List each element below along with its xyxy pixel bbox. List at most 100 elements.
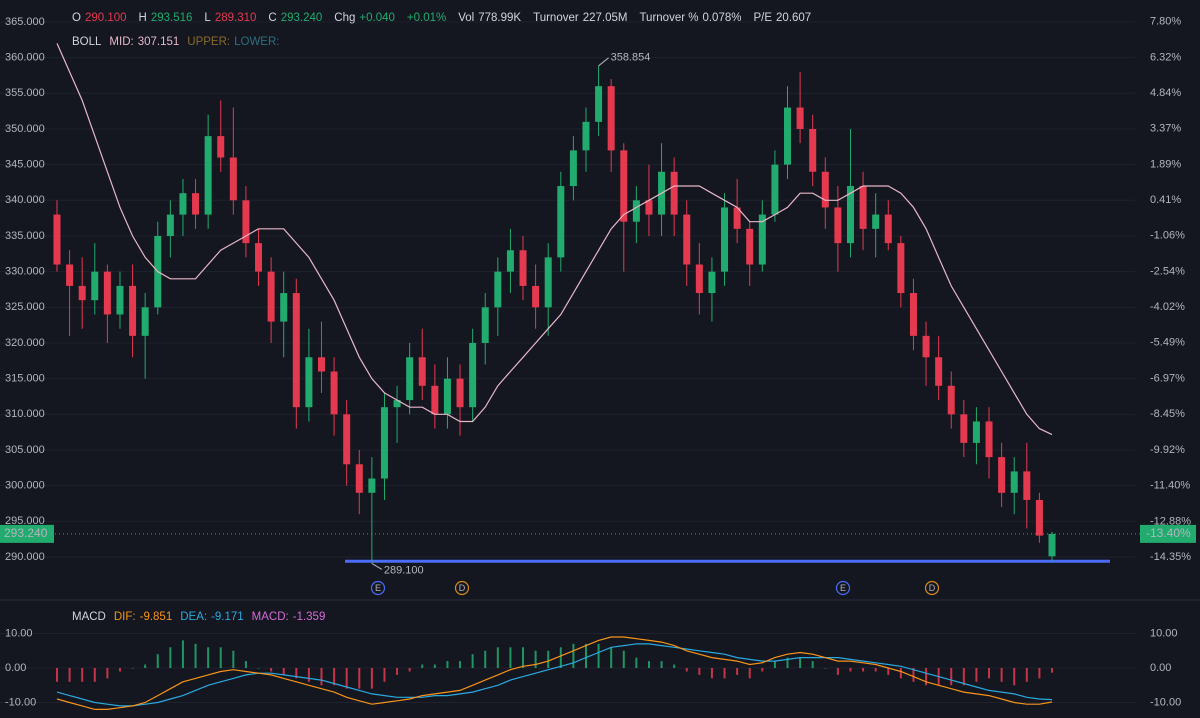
quote-value: 293.516 — [151, 12, 193, 24]
macd-bar — [622, 650, 625, 668]
high-label: 358.854 — [611, 52, 651, 64]
macd-bar — [496, 647, 499, 668]
event-marker — [924, 580, 940, 596]
macd-bar — [597, 643, 600, 668]
quote-label: P/E — [753, 12, 772, 24]
candle-body — [229, 157, 237, 201]
macd-bar — [647, 661, 650, 668]
last-change-tag — [1140, 524, 1196, 543]
macd-title: MACD — [72, 611, 106, 623]
candle-body — [456, 378, 464, 408]
candle-body — [179, 193, 187, 215]
macd-bar — [1038, 668, 1041, 679]
dif-line — [56, 636, 1053, 710]
macd-bar — [156, 654, 159, 668]
macd-bar — [685, 668, 688, 672]
macd-bar — [962, 668, 965, 686]
macd-bar — [988, 668, 991, 679]
macd-bar — [849, 668, 852, 672]
dea-value: -9.171 — [211, 611, 244, 623]
macd-bar — [257, 668, 260, 669]
candle-body — [821, 171, 829, 208]
macd-bar — [736, 668, 739, 675]
macd-bar — [484, 650, 487, 668]
quote-label: Chg — [334, 12, 355, 24]
macd-bar — [118, 668, 121, 672]
macd-y2-tick-label: 0.00 — [1150, 662, 1171, 674]
last-price-tag — [0, 524, 54, 543]
macd-bar — [1013, 668, 1016, 686]
macd-bar — [559, 647, 562, 668]
macd-bar — [270, 668, 273, 672]
candle-body — [532, 285, 540, 308]
candle-body — [985, 421, 993, 458]
mid-value: 307.151 — [138, 36, 180, 48]
y2-tick-label: 3.37% — [1150, 123, 1181, 135]
macd-bar — [68, 668, 71, 682]
quote-label: C — [268, 12, 276, 24]
macd-bar — [131, 668, 134, 669]
candle-body — [607, 86, 615, 151]
candle-body — [972, 421, 980, 443]
macd-bar — [1000, 668, 1003, 682]
y2-tick-label: -14.35% — [1150, 551, 1191, 563]
macd-bar — [786, 657, 789, 668]
candle-body — [330, 371, 338, 415]
macd-bar — [912, 668, 915, 682]
y-tick-label: 310.000 — [5, 408, 45, 420]
macd-bar — [181, 640, 184, 668]
candle-body — [280, 293, 288, 322]
candle-body — [192, 193, 200, 215]
candle-body — [418, 357, 426, 386]
macd-bar — [698, 668, 701, 675]
candle-body — [343, 414, 351, 465]
candle-body — [708, 271, 716, 294]
quote-value: 227.05M — [583, 12, 628, 24]
candle-body — [645, 200, 653, 215]
y-tick-label: 290.000 — [5, 551, 45, 563]
macd-y-tick-label: -10.00 — [5, 696, 36, 708]
macd-name: MACD: — [252, 611, 289, 623]
dif-value: -9.851 — [140, 611, 173, 623]
lower-name: LOWER: — [234, 36, 279, 48]
y2-tick-label: -11.40% — [1150, 480, 1190, 492]
candle-body — [922, 335, 930, 358]
quote-value: 778.99K — [478, 12, 521, 24]
candle-body — [116, 285, 124, 315]
macd-bar — [1051, 668, 1053, 673]
dea-line — [56, 643, 1053, 707]
macd-bar — [975, 668, 978, 682]
macd-y-tick-label: 0.00 — [5, 662, 26, 674]
macd-bar — [471, 654, 474, 668]
macd-bar — [660, 661, 663, 668]
y-tick-label: 300.000 — [5, 480, 45, 492]
y-tick-label: 340.000 — [5, 194, 45, 206]
macd-bar — [244, 661, 247, 668]
candle-body — [771, 164, 779, 215]
macd-bar — [421, 664, 424, 668]
macd-bar — [925, 668, 928, 686]
macd-bar — [383, 668, 386, 682]
candle-body — [242, 200, 250, 244]
y2-tick-label: -5.49% — [1150, 337, 1185, 349]
candle-body — [557, 186, 565, 258]
y2-tick-label: -9.92% — [1150, 444, 1185, 456]
candle-body — [141, 307, 149, 336]
macd-bar — [761, 668, 764, 672]
macd-bar — [81, 668, 84, 682]
y-tick-label: 320.000 — [5, 337, 45, 349]
candle-body — [846, 186, 854, 244]
macd-bar — [106, 668, 109, 679]
macd-bar — [144, 664, 147, 668]
quote-value: 0.078% — [702, 12, 741, 24]
quote-label: L — [204, 12, 211, 24]
candle-body — [620, 150, 628, 222]
candle-body — [935, 357, 943, 386]
event-label: D — [929, 583, 936, 593]
macd-bar — [446, 661, 449, 668]
macd-bar — [345, 668, 348, 689]
macd-bar — [710, 668, 713, 679]
macd-bar — [584, 643, 587, 668]
candle-body — [431, 385, 439, 415]
macd-bar — [509, 647, 512, 668]
